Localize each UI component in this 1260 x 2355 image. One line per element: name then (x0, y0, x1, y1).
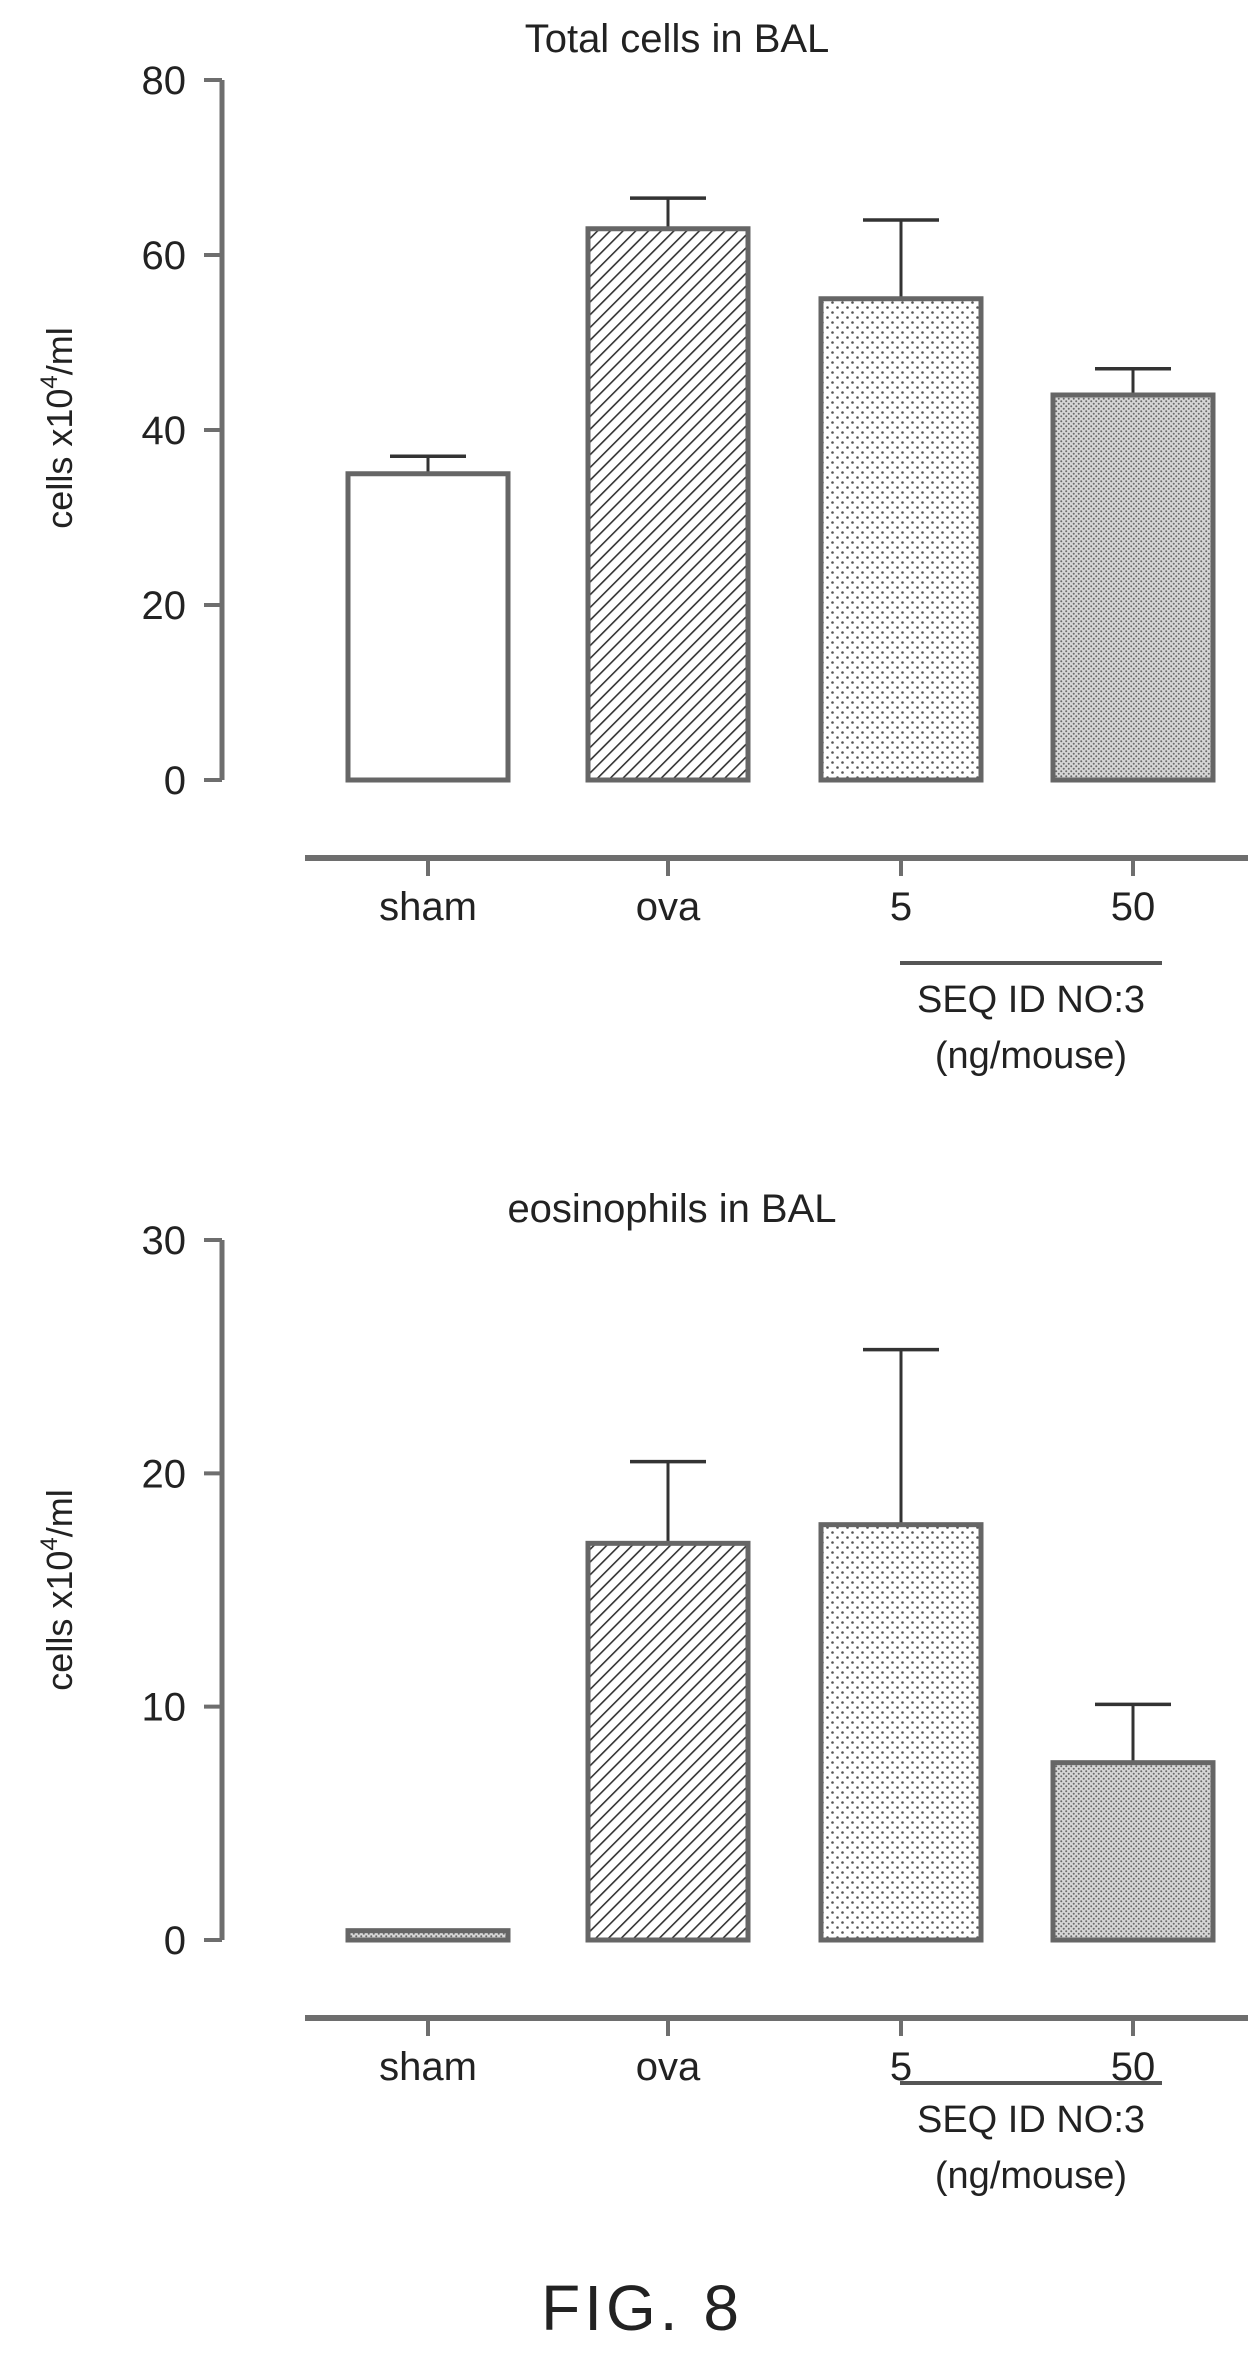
group-label-line2: (ng/mouse) (935, 2155, 1127, 2197)
y-tick-label: 10 (142, 1686, 187, 1730)
y-tick-label: 80 (142, 59, 187, 103)
bar-sham (345, 1928, 511, 1943)
group-label-line2: (ng/mouse) (935, 1035, 1127, 1077)
bar-5 (818, 296, 984, 783)
y-tick-label: 40 (142, 409, 187, 453)
x-ticks: sham ova 5 50 (379, 2018, 1155, 2089)
bars (345, 1347, 1216, 1943)
x-tick-label: ova (636, 885, 701, 929)
bar-50 (1050, 392, 1216, 783)
chart-title: eosinophils in BAL (507, 1187, 836, 1231)
bar-5 (818, 1522, 984, 1943)
y-axis-label: cells x104/ml (36, 327, 80, 528)
chart-eosinophils: eosinophils in BAL cells x104/ml 0 10 20 30… (36, 1187, 1248, 2197)
x-tick-label: 5 (890, 885, 912, 929)
x-tick-label: sham (379, 885, 477, 929)
group-label-line1: SEQ ID NO:3 (917, 2099, 1145, 2141)
y-tick-label: 60 (142, 234, 187, 278)
y-axis-label: cells x104/ml (36, 1489, 80, 1690)
bar-50 (1050, 1760, 1216, 1943)
chart-title: Total cells in BAL (525, 17, 830, 61)
y-tick-label: 30 (142, 1219, 187, 1263)
x-tick-label: 50 (1111, 885, 1156, 929)
bar-ova (585, 1540, 751, 1943)
x-tick-label: sham (379, 2045, 477, 2089)
bar-sham (345, 471, 511, 783)
chart-total-cells: Total cells in BAL cells x104/ml 0 20 40 60… (36, 17, 1248, 1077)
group-label-line1: SEQ ID NO:3 (917, 979, 1145, 1021)
figure-label: FIG. 8 (541, 2272, 743, 2344)
x-tick-label: ova (636, 2045, 701, 2089)
y-ticks: 0 20 40 60 80 (142, 59, 222, 803)
bars (345, 196, 1216, 783)
y-ticks: 0 10 20 30 (142, 1219, 222, 1963)
y-tick-label: 0 (164, 1919, 186, 1963)
x-ticks: sham ova 5 50 (379, 858, 1155, 929)
x-tick-label: 5 (890, 2045, 912, 2089)
y-tick-label: 20 (142, 1452, 187, 1496)
bar-ova (585, 226, 751, 783)
y-tick-label: 20 (142, 584, 187, 628)
y-tick-label: 0 (164, 759, 186, 803)
